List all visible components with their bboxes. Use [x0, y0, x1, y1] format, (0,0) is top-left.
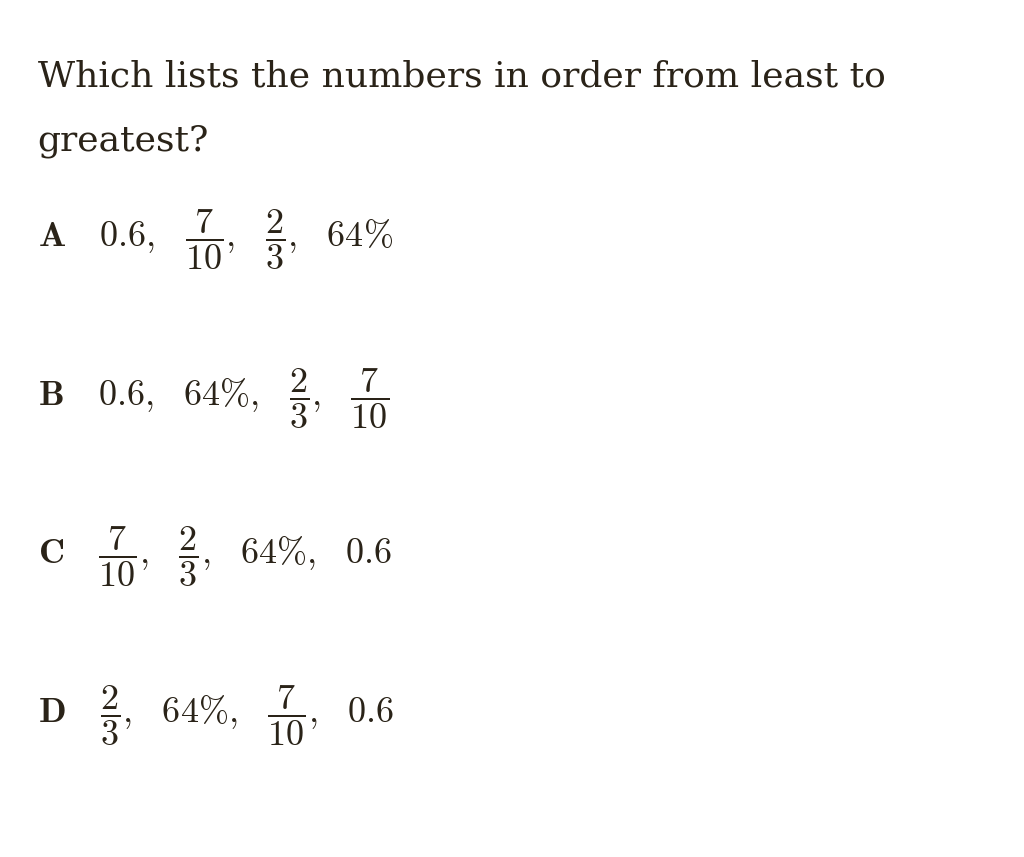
Text: $\mathbf{D}$   $\dfrac{2}{3},$  $64\%,$  $\dfrac{7}{10},$  $0.6$: $\mathbf{D}$ $\dfrac{2}{3},$ $64\%,$ $\d… — [38, 683, 393, 748]
Text: Which lists the numbers in order from least to: Which lists the numbers in order from le… — [38, 60, 886, 94]
Text: $\mathbf{C}$   $\dfrac{7}{10},$  $\dfrac{2}{3},$  $64\%,$  $0.6$: $\mathbf{C}$ $\dfrac{7}{10},$ $\dfrac{2}… — [38, 524, 392, 590]
Text: $\mathbf{B}$   $0.6,$  $64\%,$  $\dfrac{2}{3},$  $\dfrac{7}{10}$: $\mathbf{B}$ $0.6,$ $64\%,$ $\dfrac{2}{3… — [38, 366, 388, 431]
Text: $\mathbf{A}$   $0.6,$  $\dfrac{7}{10},$  $\dfrac{2}{3},$  $64\%$: $\mathbf{A}$ $0.6,$ $\dfrac{7}{10},$ $\d… — [38, 207, 392, 273]
Text: greatest?: greatest? — [38, 124, 209, 159]
